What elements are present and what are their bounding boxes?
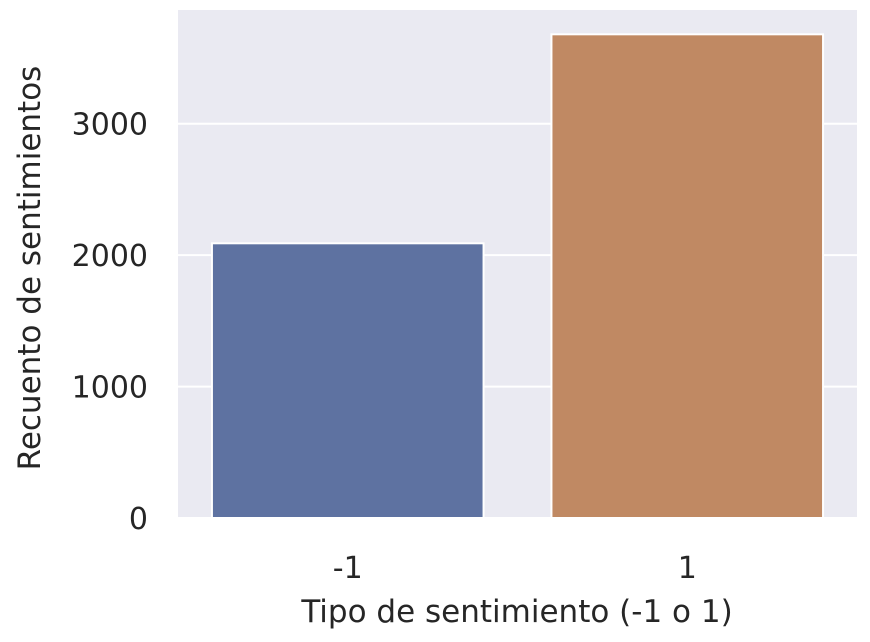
y-axis-title: Recuento de sentimientos	[12, 66, 48, 471]
bar-1	[550, 33, 825, 520]
y-axis-ticks: 0 1000 2000 3000	[72, 108, 148, 537]
bars	[210, 33, 825, 520]
bar--1	[210, 242, 485, 519]
x-tick-label: 1	[678, 551, 697, 586]
x-tick-label: -1	[333, 551, 363, 586]
y-tick-label: 0	[129, 502, 148, 537]
y-tick-label: 1000	[72, 371, 148, 406]
y-tick-label: 2000	[72, 239, 148, 274]
x-axis-title: Tipo de sentimiento (-1 o 1)	[300, 594, 732, 630]
y-tick-label: 3000	[72, 108, 148, 143]
x-axis-ticks: -1 1	[333, 551, 697, 586]
